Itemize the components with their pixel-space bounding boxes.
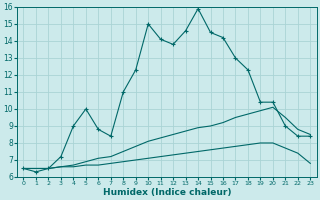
X-axis label: Humidex (Indice chaleur): Humidex (Indice chaleur)	[103, 188, 231, 197]
